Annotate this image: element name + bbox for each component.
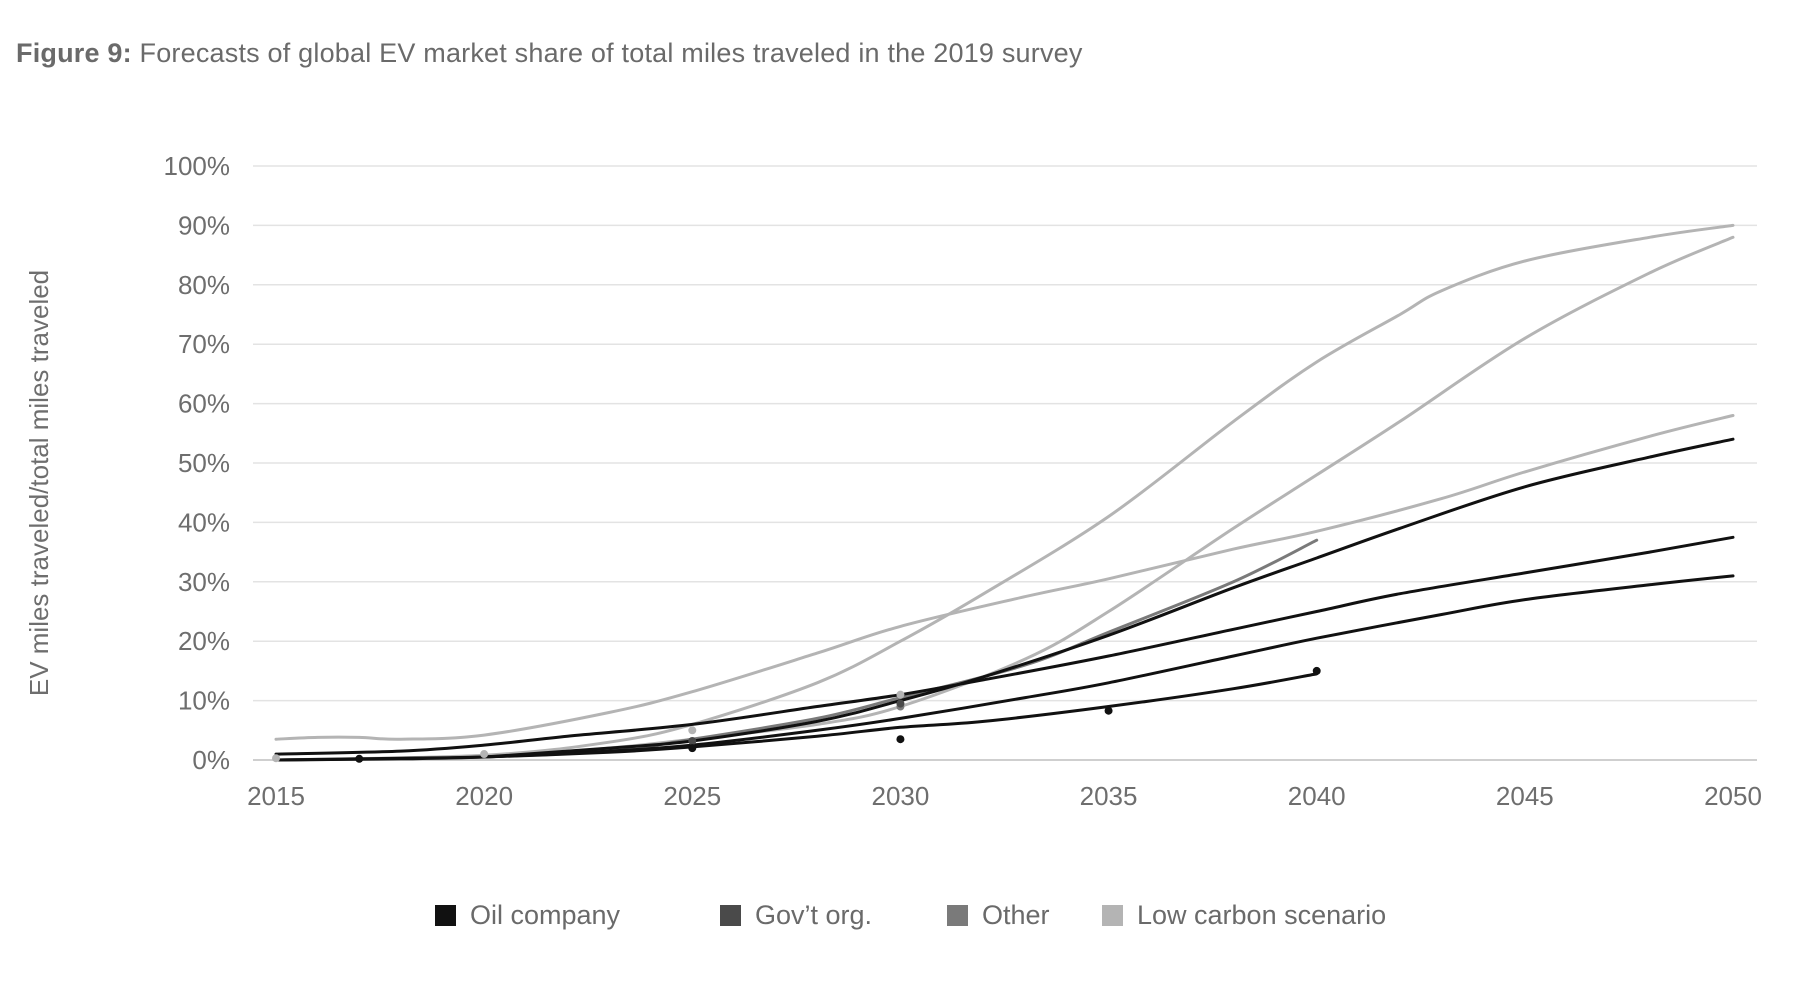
y-axis-title: EV miles traveled/total miles traveled xyxy=(24,270,54,696)
gridlines xyxy=(253,165,1757,761)
y-tick-label: 50% xyxy=(178,448,230,478)
y-tick-label: 10% xyxy=(178,686,230,716)
data-point-low-carbon-scenario xyxy=(480,750,489,759)
series-line-low-carbon-scenario xyxy=(274,414,1735,741)
y-tick-label: 70% xyxy=(178,329,230,359)
x-tick-label: 2040 xyxy=(1288,781,1346,811)
x-tick-label: 2025 xyxy=(663,781,721,811)
legend-label: Oil company xyxy=(470,899,621,930)
y-tick-label: 40% xyxy=(178,507,230,537)
data-point-oil-company xyxy=(896,735,905,744)
series-markers xyxy=(272,666,1321,763)
series-line-oil-company xyxy=(274,535,1735,756)
legend-label: Low carbon scenario xyxy=(1137,899,1387,930)
series-line-oil-company xyxy=(274,672,1319,762)
figure-title: Figure 9: Forecasts of global EV market … xyxy=(16,38,1083,69)
legend-swatch xyxy=(947,904,968,926)
y-tick-labels: 0% 10% 20% 30% 40% 50% 60% 70% 80% 90% 100% xyxy=(164,151,231,775)
legend: Oil company Gov’t org. Other Low carbon sce… xyxy=(0,895,1810,935)
y-tick-label: 30% xyxy=(178,567,230,597)
y-tick-label: 100% xyxy=(164,151,231,181)
legend-swatch xyxy=(435,904,456,926)
x-tick-label: 2045 xyxy=(1496,781,1554,811)
data-point-gov-t-org xyxy=(896,699,905,708)
data-point-oil-company xyxy=(688,744,697,753)
series-lines xyxy=(274,223,1735,762)
data-point-oil-company xyxy=(1104,706,1113,715)
series-line-other xyxy=(482,538,1319,759)
data-point-low-carbon-scenario xyxy=(272,754,280,763)
y-tick-label: 80% xyxy=(178,270,230,300)
data-point-gov-t-org xyxy=(688,736,697,745)
y-tick-label: 0% xyxy=(192,745,230,775)
legend-item-low-carbon-scenario: Low carbon scenario xyxy=(1102,895,1386,935)
x-tick-label: 2030 xyxy=(872,781,930,811)
data-point-oil-company xyxy=(355,754,364,763)
series-line-low-carbon-scenario xyxy=(274,223,1735,762)
data-point-low-carbon-scenario xyxy=(688,726,697,735)
legend-item-gov-t-org: Gov’t org. xyxy=(720,895,872,935)
x-tick-label: 2050 xyxy=(1704,781,1762,811)
data-point-oil-company xyxy=(1312,666,1321,675)
x-tick-label: 2015 xyxy=(247,781,305,811)
legend-item-oil-company: Oil company xyxy=(435,895,620,935)
legend-swatch xyxy=(1102,904,1123,926)
y-tick-label: 60% xyxy=(178,389,230,419)
figure-label: Figure 9: xyxy=(16,38,132,68)
y-tick-label: 90% xyxy=(178,210,230,240)
series-line-low-carbon-scenario xyxy=(274,235,1735,762)
x-tick-label: 2035 xyxy=(1080,781,1138,811)
y-tick-label: 20% xyxy=(178,626,230,656)
legend-item-other: Other xyxy=(947,895,1050,935)
x-tick-label: 2020 xyxy=(455,781,513,811)
x-tick-labels: 2015 2020 2025 2030 2035 2040 2045 2050 xyxy=(247,781,1762,811)
legend-label: Other xyxy=(982,899,1050,930)
legend-label: Gov’t org. xyxy=(755,899,873,930)
legend-swatch xyxy=(720,904,741,926)
figure-title-text: Forecasts of global EV market share of t… xyxy=(139,38,1083,68)
data-point-low-carbon-scenario xyxy=(896,690,905,699)
